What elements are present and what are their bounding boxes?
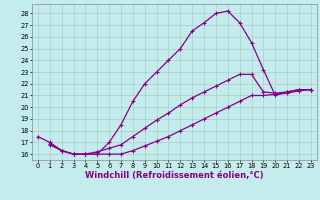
X-axis label: Windchill (Refroidissement éolien,°C): Windchill (Refroidissement éolien,°C) <box>85 171 264 180</box>
